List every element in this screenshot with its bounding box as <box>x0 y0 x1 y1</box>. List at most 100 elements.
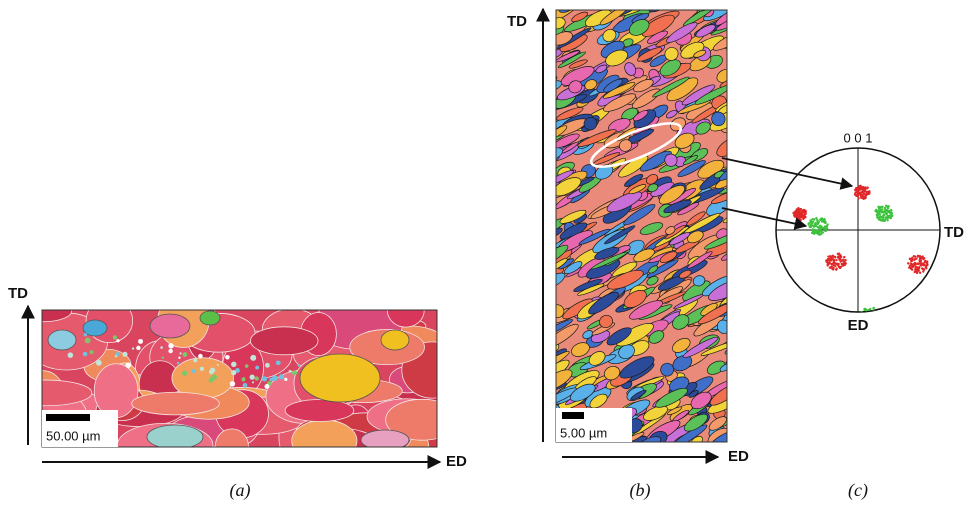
fine-grain <box>182 370 188 376</box>
pole-point <box>801 209 804 213</box>
grain <box>556 319 574 340</box>
pole-point <box>883 206 887 210</box>
fine-grain <box>115 352 120 356</box>
pole-point <box>809 221 813 224</box>
fine-grain <box>178 356 181 359</box>
grain <box>599 315 613 329</box>
grain <box>716 68 727 83</box>
pole-point <box>860 187 864 190</box>
pole-point <box>836 263 840 267</box>
pole-point <box>925 261 928 264</box>
grain <box>556 125 568 140</box>
pole-point <box>818 230 822 233</box>
pole-point <box>879 322 881 324</box>
pole-point <box>842 258 845 261</box>
grain <box>640 150 672 172</box>
grain <box>594 246 620 260</box>
grain <box>634 436 662 442</box>
pole-point <box>884 204 888 208</box>
pole-point <box>869 315 871 317</box>
pole-point <box>866 187 869 190</box>
pole-point <box>919 262 923 265</box>
pole-point <box>877 217 881 221</box>
fine-grain <box>67 352 74 358</box>
grain <box>672 338 691 353</box>
pole-point <box>859 313 861 315</box>
pole-point <box>874 317 876 319</box>
grain <box>704 232 727 250</box>
pole-point <box>879 313 881 315</box>
fine-grain <box>211 374 217 380</box>
pole-point <box>835 268 838 271</box>
pole-point <box>886 214 889 218</box>
pole-point <box>860 310 863 312</box>
grain <box>624 174 644 187</box>
grain <box>678 100 711 114</box>
grain <box>556 272 566 291</box>
grain <box>724 347 727 355</box>
grain <box>700 340 727 356</box>
fine-grain <box>84 337 91 344</box>
grain <box>589 393 608 409</box>
pole-point <box>818 224 822 227</box>
grain <box>633 110 649 122</box>
grain <box>599 10 629 26</box>
pole-point <box>867 308 870 312</box>
grain <box>588 351 606 366</box>
pole-point <box>875 312 877 314</box>
scale-label: 5.00 µm <box>560 425 607 440</box>
grain <box>564 261 583 275</box>
pole-point <box>875 208 878 212</box>
pole-point <box>890 211 893 215</box>
grain <box>688 390 699 398</box>
grain <box>628 19 650 36</box>
grain <box>619 356 655 379</box>
grain <box>708 416 727 431</box>
grain <box>694 84 727 105</box>
pole-point <box>870 321 872 323</box>
fine-grain <box>231 370 237 376</box>
grain <box>623 203 656 226</box>
grain <box>719 163 727 181</box>
pole-point <box>864 193 867 196</box>
pole-point <box>834 264 837 268</box>
grain <box>607 269 644 290</box>
grain <box>708 278 727 301</box>
fine-grain <box>249 374 255 380</box>
grain <box>42 310 73 323</box>
grain <box>715 14 727 31</box>
pole-point <box>796 208 800 212</box>
pole-point <box>878 215 882 219</box>
fine-grain <box>216 363 219 367</box>
pole-point <box>857 197 860 200</box>
pole-point <box>910 263 913 267</box>
grain <box>693 49 707 58</box>
grain <box>648 330 665 344</box>
pole-point <box>876 315 878 317</box>
pole-point <box>913 258 916 261</box>
fine-grain <box>179 352 182 355</box>
grain <box>666 22 698 43</box>
grain <box>588 291 619 315</box>
pole-point <box>870 321 872 323</box>
grain <box>582 330 594 340</box>
pole-point <box>872 319 874 321</box>
pole-point <box>881 216 884 219</box>
pole-point <box>882 211 885 214</box>
pole-point <box>863 313 865 315</box>
fine-grain <box>292 370 298 376</box>
grain <box>556 341 560 353</box>
grain <box>583 117 598 131</box>
fine-grain <box>288 369 292 373</box>
pole-point <box>809 219 813 222</box>
grain <box>584 79 598 91</box>
fine-grain <box>176 361 180 365</box>
pole-point <box>818 227 821 231</box>
caption: (a) <box>230 480 251 501</box>
pole-point <box>864 312 866 314</box>
grain <box>628 184 647 195</box>
pole-point <box>862 189 866 192</box>
pole-point <box>878 206 881 209</box>
pole-point <box>882 214 885 217</box>
